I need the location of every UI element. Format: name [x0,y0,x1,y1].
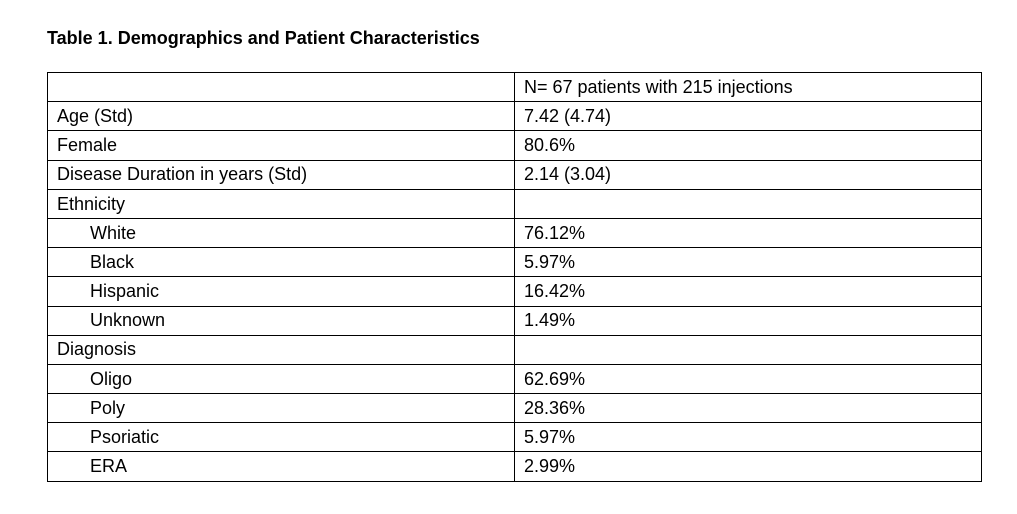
demographics-table-body: N= 67 patients with 215 injections Age (S… [47,71,982,482]
row-label: Age (Std) [47,101,515,132]
table-row: Age (Std) 7.42 (4.74) [47,101,982,132]
row-label: Hispanic [47,276,515,307]
table-row: ERA 2.99% [47,451,982,482]
row-value: 16.42% [514,276,982,307]
row-label: Unknown [47,305,515,336]
table-row: Psoriatic 5.97% [47,422,982,453]
table-row: Hispanic 16.42% [47,276,982,307]
row-value: 2.99% [514,451,982,482]
table-row: Diagnosis [47,334,982,365]
row-label [47,71,515,103]
row-value: 80.6% [514,130,982,161]
row-label: ERA [47,451,515,482]
row-label: Psoriatic [47,422,515,453]
row-label: Black [47,247,515,278]
table-row: Female 80.6% [47,130,982,161]
table-row: White 76.12% [47,217,982,249]
table-row: Unknown 1.49% [47,305,982,336]
row-label: White [47,217,515,249]
table-row: N= 67 patients with 215 injections [47,71,982,103]
row-value: 7.42 (4.74) [514,101,982,132]
demographics-table: N= 67 patients with 215 injections Age (S… [47,71,982,482]
row-value [514,334,982,365]
row-label: Diagnosis [47,334,515,365]
row-value: 62.69% [514,363,982,395]
row-label: Poly [47,393,515,424]
table-row: Oligo 62.69% [47,363,982,395]
row-value: 2.14 (3.04) [514,159,982,190]
row-label: Female [47,130,515,161]
row-value: 28.36% [514,393,982,424]
row-value [514,188,982,219]
row-label: Ethnicity [47,188,515,219]
row-label: Oligo [47,363,515,395]
row-label: Disease Duration in years (Std) [47,159,515,190]
row-value: 76.12% [514,217,982,249]
table-row: Disease Duration in years (Std) 2.14 (3.0… [47,159,982,190]
table-row: Poly 28.36% [47,393,982,424]
table-row: Ethnicity [47,188,982,219]
row-value: 5.97% [514,422,982,453]
table-title: Table 1. Demographics and Patient Charac… [47,28,480,48]
table-row: Black 5.97% [47,247,982,278]
row-value: 1.49% [514,305,982,336]
row-value: N= 67 patients with 215 injections [514,71,982,103]
row-value: 5.97% [514,247,982,278]
